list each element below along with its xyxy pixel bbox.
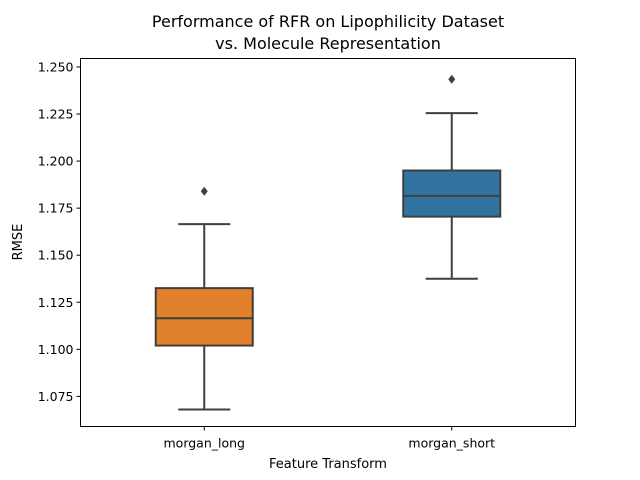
- y-tick-label: 1.100: [38, 342, 74, 357]
- y-tick-label: 1.225: [38, 107, 74, 122]
- box-morgan_short: [402, 169, 502, 218]
- y-tick-label: 1.075: [38, 389, 74, 404]
- outlier-marker: [200, 186, 208, 196]
- plot-area: [154, 74, 502, 411]
- y-tick-label: 1.250: [38, 59, 74, 74]
- y-tick-label: 1.150: [38, 248, 74, 263]
- x-axis-label: Feature Transform: [269, 457, 387, 472]
- plot-frame: [80, 58, 576, 427]
- x-tick-label: morgan_short: [408, 436, 495, 451]
- y-axis-label: RMSE: [11, 224, 26, 261]
- x-tick-label: morgan_long: [164, 436, 246, 451]
- y-tick-label: 1.200: [38, 154, 74, 169]
- box-morgan_long: [154, 287, 254, 347]
- chart-title-line-2: vs. Molecule Representation: [215, 34, 441, 53]
- y-tick-label: 1.125: [38, 295, 74, 310]
- chart-title-line-1: Performance of RFR on Lipophilicity Data…: [152, 12, 504, 31]
- y-tick-label: 1.175: [38, 201, 74, 216]
- outlier-marker: [448, 74, 456, 84]
